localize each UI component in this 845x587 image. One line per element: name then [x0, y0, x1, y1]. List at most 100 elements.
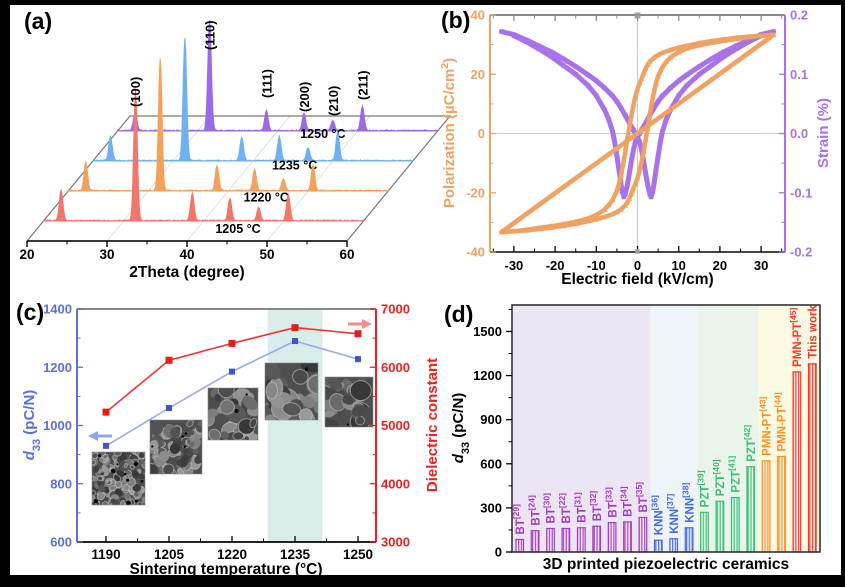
svg-text:4000: 4000	[381, 476, 410, 491]
bar-KNN37	[669, 538, 679, 553]
svg-text:1250 °C: 1250 °C	[300, 127, 345, 141]
svg-text:1205 °C: 1205 °C	[215, 222, 260, 236]
optimal-temperature-band	[267, 309, 323, 542]
svg-text:600: 600	[50, 535, 72, 550]
svg-text:1220 °C: 1220 °C	[244, 190, 289, 204]
svg-text:KNN[38]: KNN[38]	[680, 483, 696, 523]
svg-text:600: 600	[480, 456, 502, 471]
svg-text:3D printed piezoelectric ceram: 3D printed piezoelectric ceramics	[543, 556, 789, 573]
svg-text:-30: -30	[504, 258, 523, 273]
data-point	[292, 338, 298, 345]
hysteresis-butterfly-chart: -30 -20 -10 0 10 20 30 -40 -20 0 20 40 -0.2 -0.1 0.0 0.…	[439, 8, 832, 289]
panel-letter-b: (b)	[441, 7, 471, 33]
sem-inset-1	[91, 451, 146, 506]
svg-text:KNN[36]: KNN[36]	[650, 495, 666, 535]
group-band-KNN	[650, 305, 697, 552]
sem-inset-5	[324, 376, 374, 428]
svg-text:0.0: 0.0	[790, 126, 808, 141]
svg-text:5000: 5000	[381, 418, 410, 433]
svg-text:40: 40	[179, 247, 194, 262]
svg-text:30: 30	[99, 247, 114, 262]
svg-text:20: 20	[471, 67, 485, 82]
svg-text:0: 0	[634, 258, 641, 273]
bar-BT34	[623, 521, 632, 553]
svg-text:1400: 1400	[43, 302, 72, 317]
svg-text:(110): (110)	[203, 20, 218, 50]
data-point	[103, 442, 109, 449]
xrd-trace-1235C	[92, 37, 414, 162]
svg-text:0.2: 0.2	[790, 8, 808, 23]
svg-text:1200: 1200	[473, 368, 502, 383]
bar-BT30	[546, 527, 555, 553]
svg-text:1190: 1190	[91, 547, 120, 562]
svg-text:Sintering temperature (°C): Sintering temperature (°C)	[129, 561, 322, 578]
svg-text:-40: -40	[466, 245, 485, 260]
xrd-trace-1250C	[117, 20, 439, 132]
svg-text:1200: 1200	[43, 360, 72, 375]
xrd-waterfall-chart: 1250 °C 1235 °C 1220 °C 1205 °C (100) (110) (1…	[19, 20, 452, 281]
bar-PZT39	[700, 511, 709, 553]
plot-frame	[511, 304, 821, 553]
svg-text:(211): (211)	[355, 70, 370, 100]
svg-text:PZT[39]: PZT[39]	[696, 470, 712, 507]
svg-text:BT[31]: BT[31]	[573, 492, 589, 523]
svg-text:(100): (100)	[128, 77, 143, 107]
xrd-trace-1205C	[43, 89, 365, 222]
bar-PZT41	[730, 497, 740, 553]
bar-KNN38	[684, 527, 694, 553]
svg-text:0: 0	[495, 545, 502, 560]
sem-inset-3	[207, 387, 259, 441]
svg-text:d33 (pC/N): d33 (pC/N)	[450, 393, 472, 464]
svg-text:Polarization (µC/cm2): Polarization (µC/cm2)	[439, 58, 458, 208]
stray-marker-top	[634, 12, 641, 19]
bar-BT31	[576, 527, 586, 553]
svg-text:PZT[40]: PZT[40]	[711, 459, 727, 496]
bar-BT24	[530, 530, 540, 553]
svg-text:20: 20	[19, 247, 34, 262]
panel-letter-a: (a)	[24, 8, 53, 34]
svg-text:BT[34]: BT[34]	[619, 486, 635, 517]
svg-text:BT[30]: BT[30]	[542, 493, 558, 524]
svg-text:900: 900	[480, 412, 502, 427]
svg-text:30: 30	[754, 258, 768, 273]
panel-letter-d: (d)	[444, 301, 474, 327]
svg-text:1220: 1220	[217, 547, 247, 562]
svg-text:BT[35]: BT[35]	[634, 482, 650, 513]
svg-text:1500: 1500	[473, 324, 502, 339]
data-point	[166, 405, 172, 412]
svg-text:1205: 1205	[154, 547, 185, 562]
svg-text:PMN-PT[44]: PMN-PT[44]	[773, 392, 789, 451]
svg-text:1235: 1235	[280, 547, 311, 562]
svg-text:1235 °C: 1235 °C	[272, 159, 317, 173]
svg-text:-20: -20	[546, 258, 565, 273]
svg-text:PMN-PT[45]: PMN-PT[45]	[788, 308, 804, 367]
bar-BT29	[515, 538, 525, 553]
group-band-BT	[512, 305, 651, 552]
data-point	[354, 330, 362, 338]
svg-text:1250: 1250	[343, 547, 373, 562]
svg-text:6000: 6000	[381, 360, 410, 375]
svg-text:d33 (pC/N): d33 (pC/N)	[21, 390, 43, 461]
bar-PMN-PT45	[792, 371, 802, 553]
svg-text:300: 300	[480, 500, 502, 515]
stray-marker-bottom	[635, 249, 640, 254]
svg-text:-10: -10	[587, 258, 606, 273]
svg-text:60: 60	[339, 247, 354, 262]
bar-BT35	[638, 516, 648, 553]
svg-text:800: 800	[50, 476, 72, 491]
svg-text:Strain (%): Strain (%)	[815, 98, 832, 168]
svg-text:(111): (111)	[259, 69, 274, 98]
bar-PZT40	[715, 500, 725, 553]
svg-text:BT[22]: BT[22]	[557, 493, 573, 524]
svg-text:10: 10	[671, 258, 685, 273]
svg-text:-20: -20	[466, 185, 485, 200]
svg-text:PZT[41]: PZT[41]	[727, 456, 743, 493]
svg-text:50: 50	[259, 247, 274, 262]
svg-text:BT[24]: BT[24]	[526, 495, 542, 526]
bar-KNN36	[653, 539, 663, 553]
svg-text:BT[29]: BT[29]	[511, 504, 527, 535]
svg-text:(200): (200)	[297, 82, 312, 112]
data-point	[102, 408, 110, 416]
